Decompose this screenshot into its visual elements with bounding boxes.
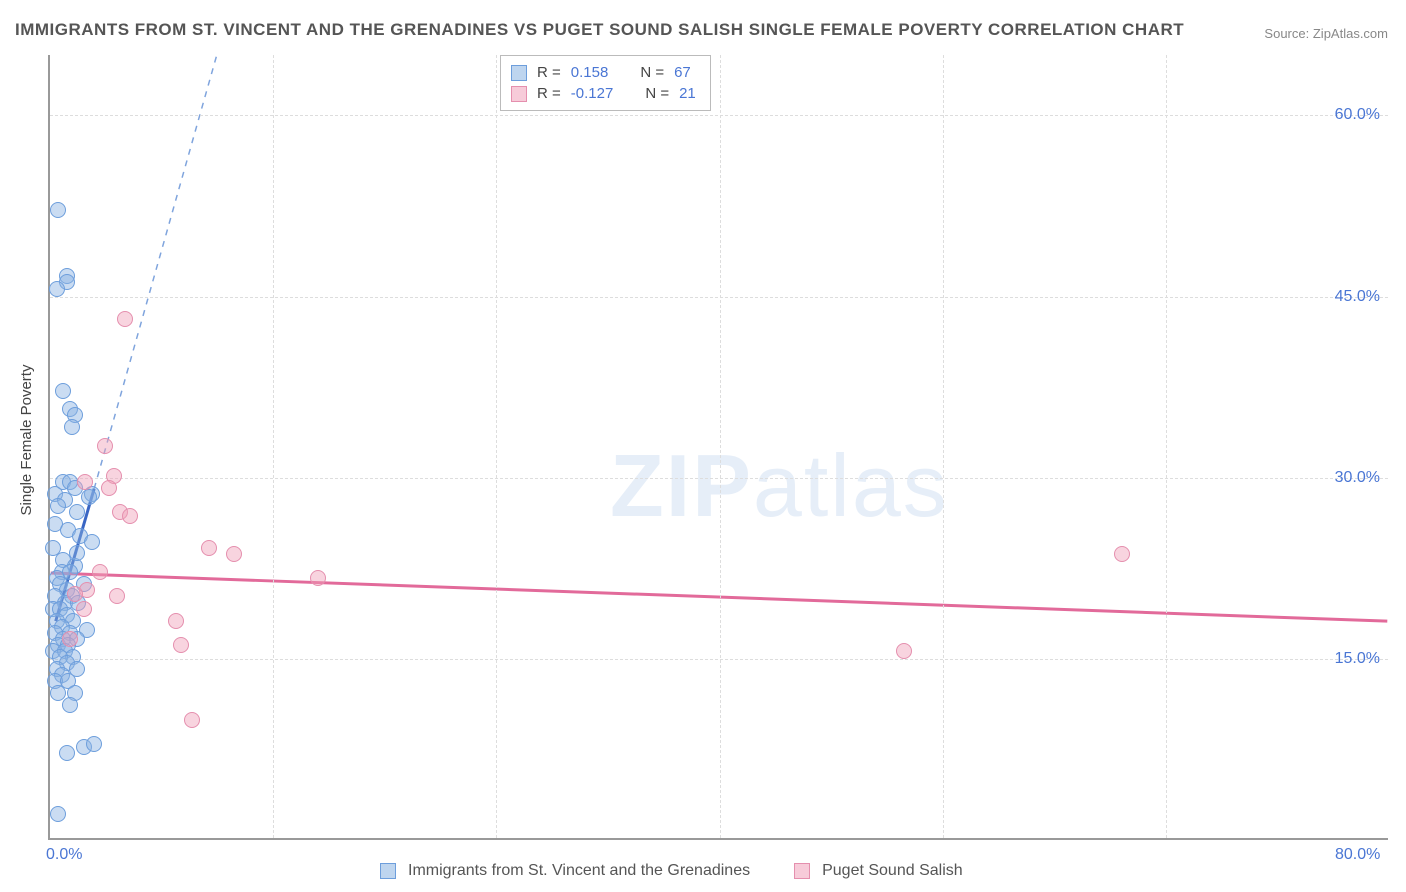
series-legend: Immigrants from St. Vincent and the Gren… <box>380 862 963 880</box>
watermark: ZIPatlas <box>610 435 949 537</box>
data-point <box>62 631 78 647</box>
data-point <box>81 489 97 505</box>
data-point <box>1114 546 1130 562</box>
data-point <box>50 498 66 514</box>
data-point <box>109 588 125 604</box>
data-point <box>67 586 83 602</box>
data-point <box>62 697 78 713</box>
gridline-v <box>1166 55 1167 838</box>
y-tick-label: 30.0% <box>1335 469 1380 487</box>
data-point <box>97 438 113 454</box>
series-name: Immigrants from St. Vincent and the Gren… <box>408 862 750 880</box>
x-tick-label: 0.0% <box>46 846 82 864</box>
data-point <box>173 637 189 653</box>
data-point <box>50 202 66 218</box>
data-point <box>122 508 138 524</box>
gridline-h <box>50 115 1388 116</box>
y-tick-label: 45.0% <box>1335 288 1380 306</box>
legend-n-label: N = <box>645 85 669 102</box>
data-point <box>201 540 217 556</box>
gridline-h <box>50 659 1388 660</box>
data-point <box>101 480 117 496</box>
correlation-legend: R = 0.158 N = 67 R = -0.127 N = 21 <box>500 55 711 111</box>
data-point <box>77 474 93 490</box>
source-value: ZipAtlas.com <box>1313 26 1388 41</box>
data-point <box>92 564 108 580</box>
data-point <box>76 601 92 617</box>
data-point <box>226 546 242 562</box>
x-tick-label: 80.0% <box>1335 846 1380 864</box>
legend-n-value: 21 <box>679 85 696 102</box>
data-point <box>69 504 85 520</box>
legend-r-value: -0.127 <box>571 85 614 102</box>
legend-swatch-pink <box>511 86 527 102</box>
chart-title: IMMIGRANTS FROM ST. VINCENT AND THE GREN… <box>15 20 1184 40</box>
legend-swatch-blue <box>511 65 527 81</box>
data-point <box>168 613 184 629</box>
source-attribution: Source: ZipAtlas.com <box>1264 26 1388 41</box>
legend-row: R = 0.158 N = 67 <box>511 62 696 83</box>
trend-lines-layer <box>50 55 1388 838</box>
gridline-v <box>496 55 497 838</box>
data-point <box>896 643 912 659</box>
legend-n-value: 67 <box>674 64 691 81</box>
data-point <box>59 745 75 761</box>
y-tick-label: 15.0% <box>1335 650 1380 668</box>
data-point <box>84 534 100 550</box>
gridline-v <box>720 55 721 838</box>
legend-row: R = -0.127 N = 21 <box>511 83 696 104</box>
gridline-v <box>943 55 944 838</box>
data-point <box>55 383 71 399</box>
gridline-h <box>50 478 1388 479</box>
legend-n-label: N = <box>640 64 664 81</box>
scatter-plot-area: ZIPatlas 15.0%30.0%45.0%60.0%0.0%80.0% <box>48 55 1388 840</box>
data-point <box>69 545 85 561</box>
legend-r-label: R = <box>537 85 561 102</box>
legend-r-value: 0.158 <box>571 64 609 81</box>
data-point <box>310 570 326 586</box>
source-label: Source: <box>1264 26 1309 41</box>
legend-swatch-blue <box>380 863 396 879</box>
data-point <box>50 806 66 822</box>
data-point <box>184 712 200 728</box>
data-point <box>86 736 102 752</box>
data-point <box>64 419 80 435</box>
data-point <box>49 281 65 297</box>
gridline-h <box>50 297 1388 298</box>
legend-swatch-pink <box>794 863 810 879</box>
y-axis-label: Single Female Poverty <box>18 365 35 516</box>
series-name: Puget Sound Salish <box>822 862 963 880</box>
y-tick-label: 60.0% <box>1335 106 1380 124</box>
data-point <box>117 311 133 327</box>
gridline-v <box>273 55 274 838</box>
legend-r-label: R = <box>537 64 561 81</box>
